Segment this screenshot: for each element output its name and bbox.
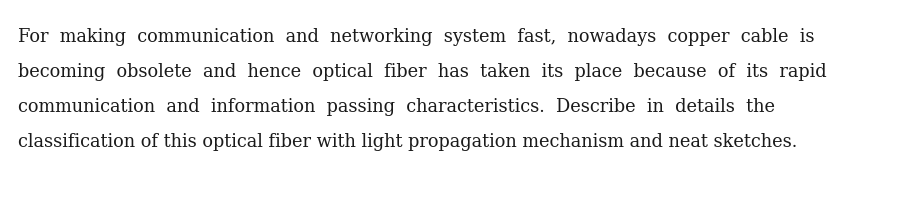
Text: classification of this optical fiber with light propagation mechanism and neat s: classification of this optical fiber wit… xyxy=(18,132,797,150)
Text: communication  and  information  passing  characteristics.  Describe  in  detail: communication and information passing ch… xyxy=(18,97,775,115)
Text: For  making  communication  and  networking  system  fast,  nowadays  copper  ca: For making communication and networking … xyxy=(18,28,814,46)
Text: becoming  obsolete  and  hence  optical  fiber  has  taken  its  place  because : becoming obsolete and hence optical fibe… xyxy=(18,63,826,81)
